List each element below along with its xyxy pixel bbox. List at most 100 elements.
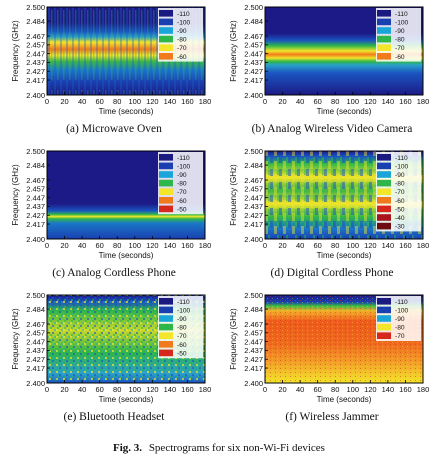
legend-swatch	[159, 10, 173, 17]
y-tick-label: 2.447	[26, 193, 45, 202]
legend-label: -90	[177, 316, 187, 323]
legend-swatch	[377, 197, 391, 204]
x-tick-label: 100	[347, 385, 360, 394]
legend-swatch	[377, 306, 391, 314]
x-tick-label: 60	[95, 97, 103, 106]
y-tick-label: 2.400	[26, 379, 45, 388]
y-tick-label: 2.457	[244, 185, 263, 194]
panel-caption: (b) Analog Wireless Video Camera	[252, 123, 413, 135]
legend-swatch	[159, 44, 173, 51]
spectrogram-panel: 2.500 2.484 2.4672.4572.4472.4372.4272.417…	[11, 147, 211, 279]
y-tick-label: 2.427	[26, 211, 45, 220]
panel-caption: (d) Digital Cordless Phone	[271, 267, 394, 279]
legend-label: -90	[395, 316, 405, 323]
x-tick-label: 100	[129, 385, 142, 394]
y-tick-label: 2.484	[26, 17, 45, 26]
y-tick-label: 2.427	[26, 355, 45, 364]
legend-label: -100	[177, 19, 191, 26]
y-tick-label: 2.400	[244, 379, 263, 388]
y-axis-label: Frequency (GHz)	[229, 164, 238, 226]
y-tick-label: 2.500	[26, 147, 45, 156]
plot-frame	[46, 294, 206, 384]
y-tick-label: 2.417	[26, 364, 45, 373]
y-tick-label: 2.427	[244, 67, 263, 76]
x-tick-label: 140	[164, 241, 177, 250]
legend-swatch	[377, 53, 391, 60]
figure-caption-text: Spectrograms for six non-Wi-Fi devices	[149, 442, 325, 454]
legend-label: -40	[395, 215, 405, 222]
x-tick-label: 80	[113, 97, 121, 106]
x-tick-label: 20	[278, 385, 286, 394]
legend-swatch	[377, 222, 391, 230]
y-tick-label: 2.437	[26, 202, 45, 211]
x-tick-label: 120	[146, 241, 159, 250]
legend-label: -90	[395, 172, 405, 179]
legend-label: -80	[177, 181, 187, 188]
plot-frame	[264, 6, 424, 96]
y-tick-label: 2.447	[244, 337, 263, 346]
x-tick-label: 20	[60, 97, 68, 106]
x-axis-label: Time (seconds)	[99, 251, 154, 260]
legend-swatch	[159, 179, 173, 187]
legend-label: -50	[395, 206, 405, 213]
x-tick-label: 120	[146, 97, 159, 106]
legend-swatch	[377, 10, 391, 17]
x-tick-label: 140	[382, 97, 395, 106]
x-tick-label: 60	[95, 385, 103, 394]
x-tick-label: 0	[263, 241, 267, 250]
legend-swatch	[377, 154, 391, 161]
x-tick-label: 60	[95, 241, 103, 250]
y-axis-label: Frequency (GHz)	[11, 164, 20, 226]
y-tick-label: 2.400	[26, 91, 45, 100]
y-tick-label: 2.484	[244, 161, 263, 170]
legend-swatch	[159, 53, 173, 60]
legend-swatch	[159, 205, 173, 213]
legend-swatch	[377, 214, 391, 221]
x-tick-label: 60	[313, 241, 321, 250]
x-tick-label: 160	[181, 241, 194, 250]
legend-swatch	[377, 315, 391, 322]
x-tick-label: 140	[382, 241, 395, 250]
y-tick-label: 2.437	[244, 202, 263, 211]
legend-label: -100	[395, 19, 409, 26]
y-tick-label: 2.437	[26, 58, 45, 67]
legend-swatch	[159, 349, 173, 357]
legend-swatch	[377, 323, 391, 331]
y-tick-label: 2.417	[244, 76, 263, 85]
x-tick-label: 20	[60, 241, 68, 250]
x-axis-label: Time (seconds)	[99, 107, 154, 116]
x-tick-label: 120	[146, 385, 159, 394]
y-tick-label: 2.500	[244, 147, 263, 156]
legend-label: -110	[395, 155, 408, 162]
legend-label: -90	[177, 172, 187, 179]
y-tick-label: 2.457	[26, 41, 45, 50]
plot-frame	[46, 6, 206, 96]
legend-box	[158, 8, 203, 62]
legend-label: -110	[177, 299, 190, 306]
legend-swatch	[377, 179, 391, 187]
y-axis-label: Frequency (GHz)	[229, 308, 238, 370]
panel-caption: (c) Analog Cordless Phone	[52, 267, 176, 279]
legend-swatch	[159, 162, 173, 170]
x-tick-label: 0	[263, 97, 267, 106]
x-tick-label: 100	[347, 241, 360, 250]
legend: -110-100 -90 -80-70 -60-50	[158, 152, 203, 215]
x-tick-label: 80	[331, 241, 339, 250]
y-tick-label: 2.427	[244, 211, 263, 220]
x-tick-label: 120	[364, 97, 377, 106]
spectrogram-panel: 2.500 2.484 2.4672.4572.4472.4372.4272.417…	[229, 147, 429, 279]
x-axis-label: Time (seconds)	[317, 395, 372, 404]
y-tick-label: 2.457	[26, 329, 45, 338]
y-axis-label: Frequency (GHz)	[11, 20, 20, 82]
legend-label: -110	[177, 11, 190, 18]
x-tick-label: 140	[164, 97, 177, 106]
x-tick-label: 40	[296, 241, 304, 250]
legend-label: -80	[395, 181, 405, 188]
legend-label: -70	[395, 333, 405, 340]
y-tick-label: 2.447	[26, 49, 45, 58]
y-tick-label: 2.417	[244, 364, 263, 373]
legend-swatch	[159, 323, 173, 331]
y-tick-label: 2.400	[26, 235, 45, 244]
legend-swatch	[377, 162, 391, 170]
